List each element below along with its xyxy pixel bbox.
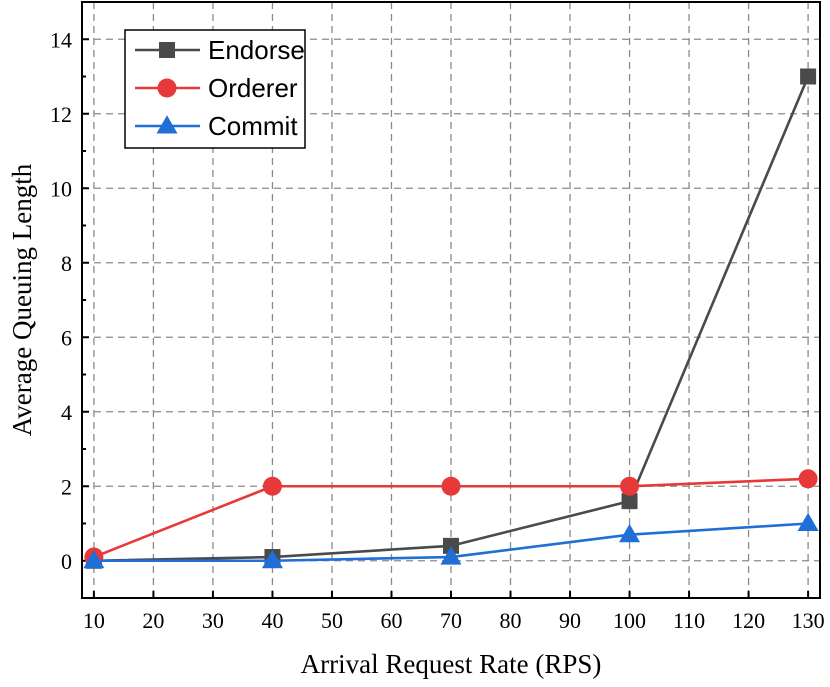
data-point (797, 512, 819, 532)
legend-marker (156, 115, 178, 134)
legend-entry-endorse: Endorse (135, 35, 305, 65)
x-tick-label: 70 (440, 608, 462, 633)
series-orderer (84, 469, 818, 567)
x-tick-label: 60 (380, 608, 402, 633)
data-point (798, 469, 818, 489)
legend-label: Orderer (208, 73, 298, 103)
data-point (441, 476, 461, 496)
legend-marker (159, 42, 175, 58)
legend-marker (157, 78, 177, 98)
y-tick-label: 14 (50, 27, 72, 52)
axis-ticks: 10 20 30 40 50 60 70 80 90 100 110 120 130 0 2 4 6 8 10 12 1… (50, 1, 825, 633)
data-point (800, 68, 817, 85)
legend-label: Endorse (208, 35, 305, 65)
y-tick-label: 10 (50, 176, 72, 201)
y-tick-label: 6 (61, 325, 72, 350)
data-point (620, 476, 640, 496)
x-tick-label: 20 (142, 608, 164, 633)
legend: Endorse Orderer Commit (124, 29, 306, 149)
legend-label: Commit (208, 111, 298, 141)
x-axis-title: Arrival Request Rate (RPS) (301, 649, 602, 679)
y-tick-label: 12 (50, 102, 72, 127)
data-point (440, 546, 462, 565)
legend-entry-orderer: Orderer (135, 73, 298, 103)
data-point (443, 537, 459, 554)
x-tick-label: 80 (500, 608, 522, 633)
series-layer (83, 68, 819, 569)
data-point (619, 523, 641, 543)
x-tick-label: 50 (321, 608, 343, 633)
y-tick-label: 2 (61, 474, 72, 499)
y-axis-title: Average Queuing Length (7, 163, 37, 436)
y-tick-label: 4 (61, 400, 72, 425)
x-tick-label: 30 (202, 608, 224, 633)
series-commit (83, 512, 819, 569)
y-tick-label: 0 (61, 549, 72, 574)
data-point (83, 549, 105, 569)
x-tick-label: 10 (83, 608, 105, 633)
x-tick-label: 130 (792, 608, 825, 633)
data-point (261, 549, 283, 569)
data-point (262, 476, 282, 496)
data-point (621, 493, 638, 510)
legend-entry-commit: Commit (135, 111, 298, 141)
y-tick-label: 8 (61, 251, 72, 276)
x-tick-label: 40 (261, 608, 283, 633)
x-tick-label: 120 (732, 608, 765, 633)
x-tick-label: 100 (613, 608, 646, 633)
x-tick-label: 110 (673, 608, 705, 633)
x-tick-label: 90 (559, 608, 581, 633)
